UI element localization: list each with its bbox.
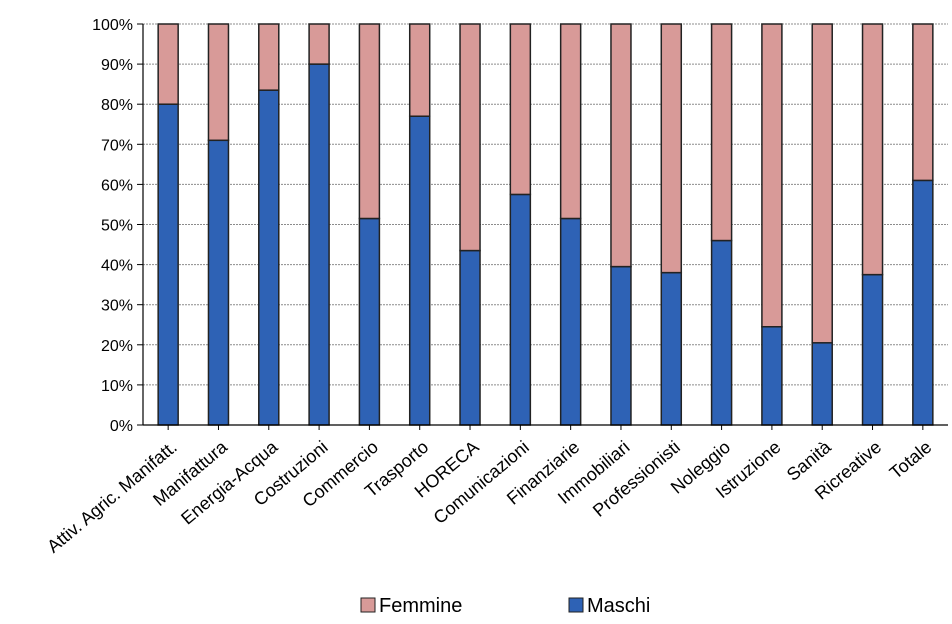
category-label: Totale [886, 437, 936, 483]
bar-maschi [660, 271, 683, 426]
bar-femmine [408, 23, 431, 117]
bar-femmine [610, 23, 632, 268]
y-tick-label: 60% [101, 177, 133, 194]
y-tick-label: 70% [101, 137, 133, 154]
bar-maschi [408, 115, 431, 426]
bar-maschi [610, 265, 632, 426]
bar-femmine [258, 23, 280, 91]
bar-maschi [710, 239, 733, 426]
bar-femmine [358, 23, 381, 220]
bar-femmine [912, 23, 934, 182]
category-label: Professionisti [589, 437, 684, 521]
legend-label-femmine: Femmine [379, 595, 462, 617]
bar-maschi [761, 326, 783, 426]
y-tick-label: 50% [101, 218, 133, 235]
bar-femmine [509, 23, 532, 196]
legend-swatch-femmine [360, 597, 376, 613]
y-tick-label: 40% [101, 258, 133, 275]
y-tick-label: 80% [101, 97, 133, 114]
y-tick-label: 10% [101, 378, 133, 395]
bar-maschi [157, 103, 179, 426]
bar-femmine [811, 23, 833, 344]
y-tick-label: 90% [101, 57, 133, 74]
bar-femmine [660, 23, 683, 274]
bar-femmine [761, 23, 783, 328]
bar-maschi [258, 89, 280, 426]
legend: Femmine Maschi [360, 595, 650, 617]
y-tick-label: 0% [110, 418, 133, 435]
bar-femmine [861, 23, 884, 276]
bar-femmine [207, 23, 230, 142]
bar-maschi [509, 193, 532, 426]
y-tick-label: 100% [92, 17, 133, 34]
bar-femmine [559, 23, 582, 220]
bar-femmine [710, 23, 733, 242]
bars [157, 23, 934, 426]
legend-swatch-maschi [568, 597, 584, 613]
legend-label-maschi: Maschi [587, 595, 650, 617]
bar-maschi [861, 273, 884, 426]
bar-maschi [459, 249, 481, 426]
bar-maschi [358, 217, 381, 426]
bar-femmine [308, 23, 330, 65]
y-tick-label: 20% [101, 338, 133, 355]
bar-femmine [157, 23, 179, 105]
bar-maschi [912, 179, 934, 426]
bar-maschi [559, 217, 582, 426]
bar-maschi [811, 342, 833, 426]
bar-maschi [207, 139, 230, 426]
y-tick-label: 30% [101, 298, 133, 315]
bar-maschi [308, 63, 330, 426]
bar-femmine [459, 23, 481, 252]
